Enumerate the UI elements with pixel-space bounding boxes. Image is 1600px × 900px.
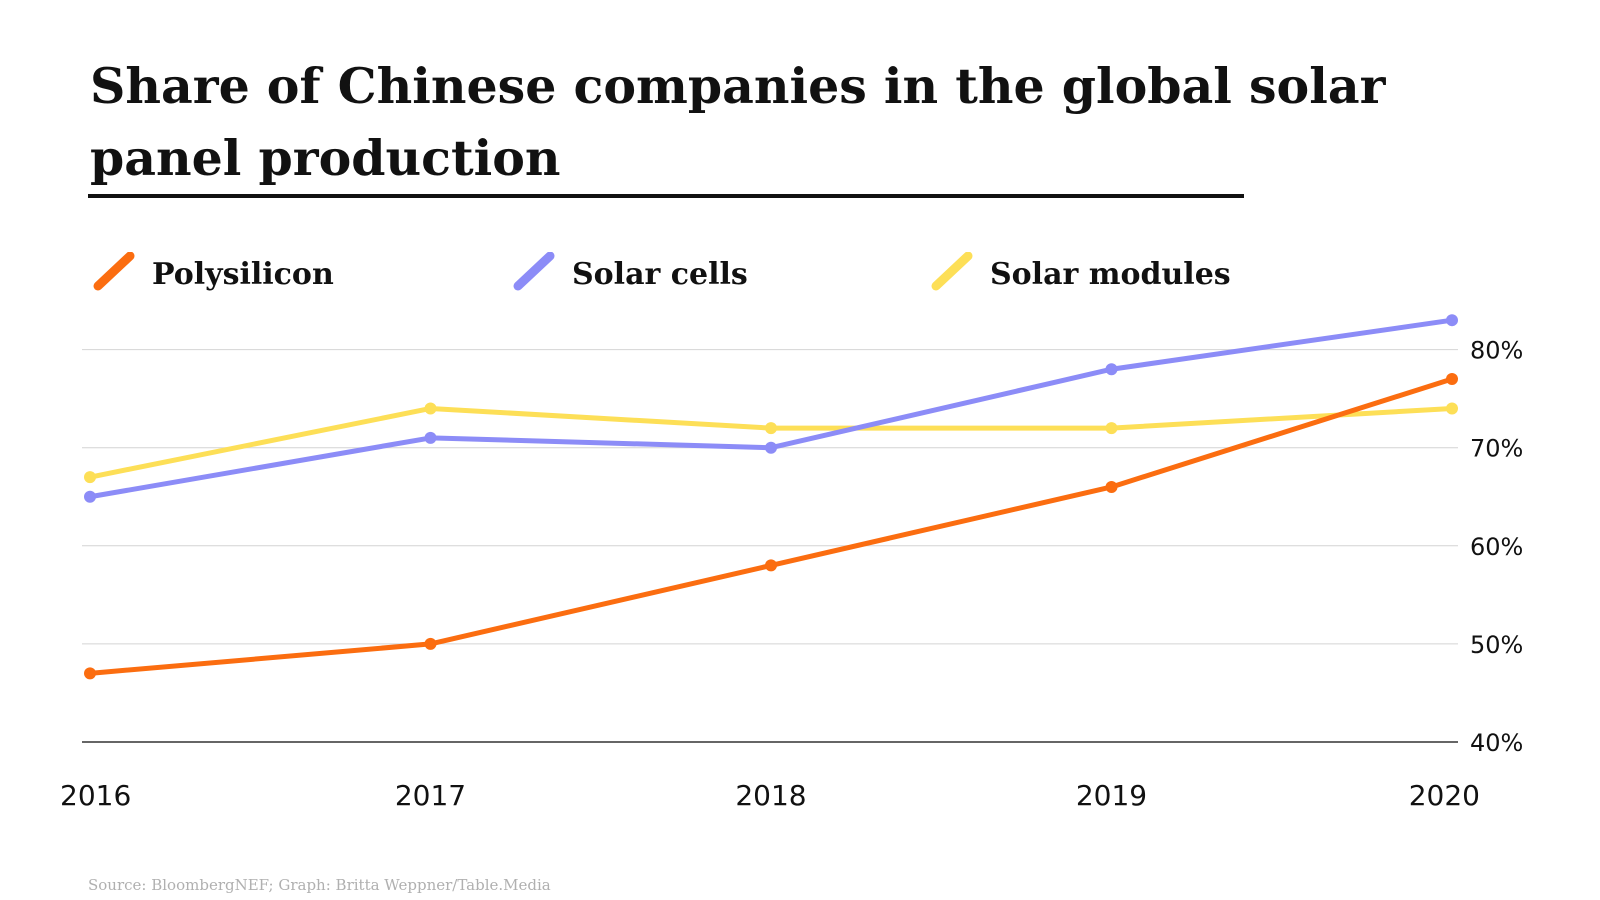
legend-label-solar-modules: Solar modules [990,256,1231,292]
legend-item-solar-modules: Solar modules [928,252,1231,296]
data-point-polysilicon [1105,480,1118,493]
data-point-solar-cells [1446,314,1458,327]
legend-item-solar-cells: Solar cells [510,252,748,296]
data-point-solar-cells [1105,363,1118,376]
y-tick-label: 40% [1470,729,1523,757]
data-point-polysilicon [84,667,96,680]
data-point-solar-modules [765,422,777,435]
legend-swatch-solar-cells [513,252,555,291]
x-tick-label: 2019 [1076,779,1147,812]
y-tick-label: 80% [1470,337,1523,365]
data-point-solar-cells [765,441,777,454]
data-point-solar-modules [1105,422,1118,435]
data-point-solar-modules [1446,402,1458,415]
data-point-polysilicon [424,637,437,650]
x-tick-label: 2016 [60,779,131,812]
y-tick-label: 70% [1470,435,1523,463]
chart-title: Share of Chinese companies in the global… [90,57,1386,187]
data-point-solar-cells [424,431,437,444]
title-underline [88,194,1244,198]
legend-swatch-solar-modules [931,252,973,291]
y-tick-label: 60% [1470,533,1523,561]
series-line-solar-cells [87,317,1455,500]
x-tick-label: 2017 [395,779,466,812]
data-point-solar-modules [424,402,437,415]
x-tick-label: 2018 [735,779,806,812]
legend-item-polysilicon: Polysilicon [90,252,334,296]
y-tick-label: 50% [1470,631,1523,659]
data-point-polysilicon [1446,373,1458,386]
legend-label-polysilicon: Polysilicon [152,256,334,292]
data-point-solar-cells [84,490,96,503]
legend-swatch-polysilicon [93,252,135,291]
source-note: Source: BloombergNEF; Graph: Britta Wepp… [88,876,551,894]
data-point-solar-modules [84,471,96,484]
data-point-polysilicon [765,559,777,572]
legend-label-solar-cells: Solar cells [572,256,748,292]
x-tick-label: 2020 [1409,779,1480,812]
